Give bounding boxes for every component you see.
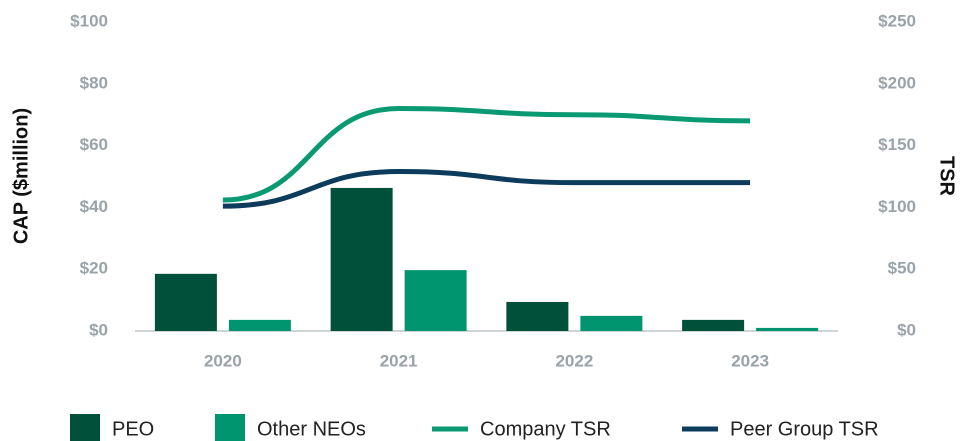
y-axis-title: CAP ($million) xyxy=(10,108,32,244)
y-tick-label: $0 xyxy=(89,320,108,339)
y-tick-label: $60 xyxy=(80,135,108,154)
y2-tick-label: $100 xyxy=(878,197,916,216)
bar xyxy=(506,301,569,331)
y-tick-label: $40 xyxy=(80,197,108,216)
y2-tick-label: $150 xyxy=(878,135,916,154)
legend-label: Company TSR xyxy=(480,418,611,440)
bar xyxy=(228,319,291,331)
legend-swatch xyxy=(215,414,245,441)
y2-tick-label: $200 xyxy=(878,73,916,92)
x-tick-label: 2021 xyxy=(380,351,418,370)
y-tick-label: $80 xyxy=(80,73,108,92)
x-tick-label: 2020 xyxy=(204,351,242,370)
bar xyxy=(404,270,467,331)
bar xyxy=(154,273,217,331)
y2-tick-label: $0 xyxy=(897,320,916,339)
legend-label: Peer Group TSR xyxy=(730,418,879,440)
y2-tick-label: $250 xyxy=(878,11,916,30)
y2-tick-label: $50 xyxy=(888,259,916,278)
x-tick-label: 2023 xyxy=(731,351,769,370)
bar xyxy=(580,315,643,331)
y-tick-label: $100 xyxy=(70,11,108,30)
line xyxy=(222,169,751,209)
bar xyxy=(756,327,819,331)
bar xyxy=(682,319,745,331)
y-tick-label: $20 xyxy=(80,259,108,278)
y2-axis-title: TSR xyxy=(936,156,958,197)
bar xyxy=(330,187,393,331)
legend-swatch xyxy=(70,414,100,441)
x-tick-label: 2022 xyxy=(555,351,593,370)
legend-label: Other NEOs xyxy=(257,418,366,440)
legend-label: PEO xyxy=(112,418,154,440)
line xyxy=(222,106,751,203)
